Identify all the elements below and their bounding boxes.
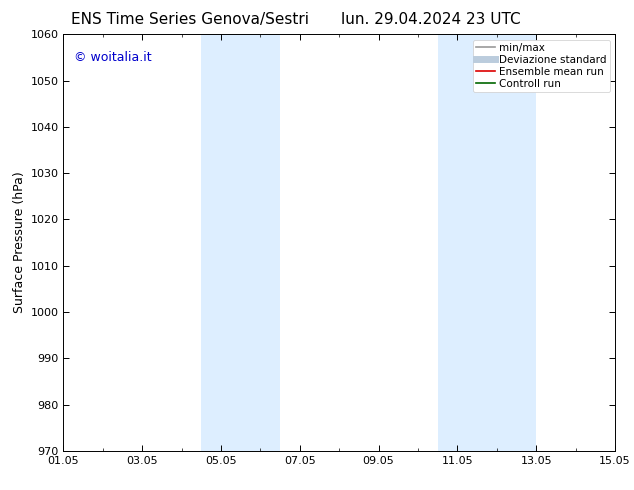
Text: lun. 29.04.2024 23 UTC: lun. 29.04.2024 23 UTC bbox=[341, 12, 521, 27]
Legend: min/max, Deviazione standard, Ensemble mean run, Controll run: min/max, Deviazione standard, Ensemble m… bbox=[473, 40, 610, 92]
Bar bbox=[202, 34, 280, 451]
Y-axis label: Surface Pressure (hPa): Surface Pressure (hPa) bbox=[13, 172, 26, 314]
Text: ENS Time Series Genova/Sestri: ENS Time Series Genova/Sestri bbox=[71, 12, 309, 27]
Bar bbox=[437, 34, 536, 451]
Text: © woitalia.it: © woitalia.it bbox=[74, 51, 152, 64]
